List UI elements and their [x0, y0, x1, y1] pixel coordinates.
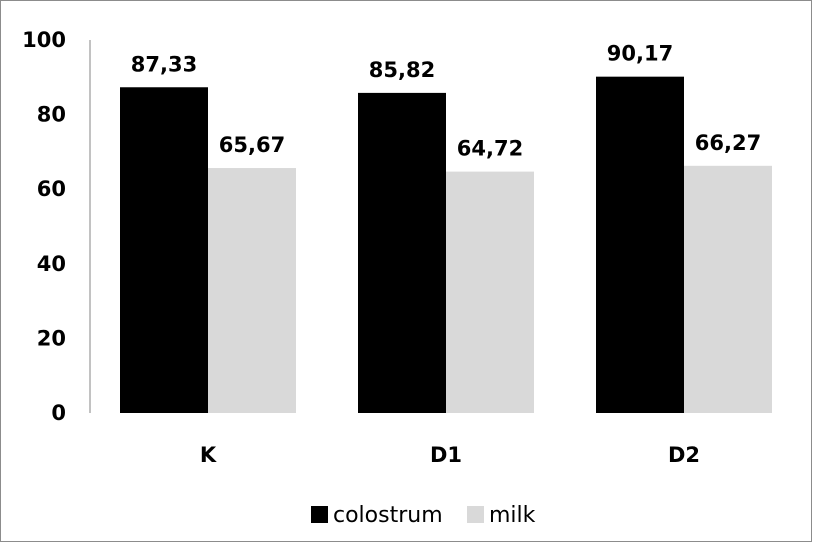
x-tick-label: K	[200, 443, 217, 467]
data-label-milk-D2: 66,27	[695, 131, 761, 155]
legend-label-colostrum: colostrum	[333, 503, 443, 528]
bar-colostrum-K	[120, 87, 208, 414]
y-tick-label: 60	[37, 177, 66, 201]
legend: colostrum milk	[311, 503, 536, 528]
bar-colostrum-D1	[358, 92, 446, 413]
data-label-colostrum-D1: 85,82	[369, 58, 435, 82]
data-label-colostrum-D2: 90,17	[607, 42, 673, 66]
y-axis: 0 20 40 60 80 100	[22, 28, 91, 425]
data-label-milk-D1: 64,72	[457, 137, 523, 161]
legend-swatch-milk	[467, 506, 484, 523]
y-tick-label: 0	[51, 401, 66, 425]
y-tick-label: 80	[37, 103, 66, 127]
legend-swatch-colostrum	[311, 506, 328, 523]
bar-milk-D2	[684, 165, 772, 413]
y-tick-label: 20	[37, 326, 66, 350]
legend-label-milk: milk	[489, 503, 536, 528]
x-tick-label: D1	[430, 443, 462, 467]
data-label-colostrum-K: 87,33	[131, 52, 197, 76]
bars: 87,33 65,67 85,82 64,72 90,17 66,27	[120, 42, 772, 414]
bar-colostrum-D2	[596, 76, 684, 414]
y-tick-label: 100	[22, 28, 66, 52]
data-label-milk-K: 65,67	[219, 133, 285, 157]
bar-milk-D1	[446, 171, 534, 413]
bar-milk-K	[208, 168, 296, 413]
x-tick-label: D2	[668, 443, 700, 467]
x-axis: K D1 D2	[200, 443, 700, 467]
y-tick-label: 40	[37, 252, 66, 276]
